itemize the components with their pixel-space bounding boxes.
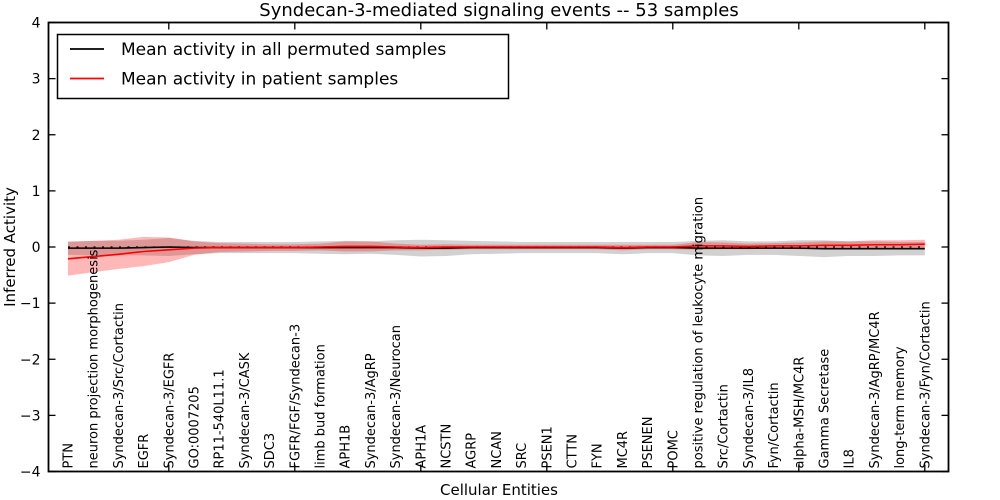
x-tick-label: NCSTN (440, 424, 455, 469)
mean-line-series-1 (67, 243, 925, 260)
x-tick-label: Syndecan-3/AgRP (364, 353, 379, 468)
y-tick-label: −1 (20, 296, 41, 312)
legend: Mean activity in all permuted samples Me… (56, 33, 510, 100)
x-tick-label: alpha-MSH/MC4R (792, 357, 807, 469)
x-tick-label: long-term memory (893, 346, 908, 468)
y-tick-label: 4 (32, 16, 41, 32)
x-tick-label: MC4R (616, 431, 631, 469)
x-tick-label: Syndecan-3/Src/Cortactin (112, 303, 127, 469)
y-tick-label: 2 (32, 128, 41, 144)
x-tick-label: IL8 (843, 449, 858, 468)
y-tick-label: 1 (32, 184, 41, 200)
x-tick-label: PSENEN (641, 417, 656, 469)
x-tick-label: PTN (62, 443, 77, 469)
x-tick-label: Gamma Secretase (818, 349, 833, 469)
x-tick-label: APH1A (414, 425, 429, 469)
x-axis-label: Cellular Entities (440, 481, 558, 499)
plot-area: −4 −3 −2 −1 0 1 2 3 4 PTN neuron projection morpho… (20, 16, 950, 481)
x-tick-label: CTTN (566, 434, 581, 468)
x-tick-label: Syndecan-3/Fyn/Cortactin (918, 301, 933, 468)
x-tick-label: AGRP (465, 433, 480, 469)
legend-label-patient-samples: Mean activity in patient samples (121, 70, 398, 90)
y-tick-label: −2 (20, 352, 41, 368)
y-tick-label: −4 (20, 465, 41, 481)
x-tick-label: NCAN (490, 431, 505, 468)
x-tick-label: limb bud formation (314, 344, 329, 468)
x-tick-label: Src/Cortactin (717, 384, 732, 468)
x-tick-label: EGFR (137, 434, 152, 469)
x-tick-label: Syndecan-3/CASK (238, 352, 253, 468)
x-tick-label: APH1B (339, 425, 354, 469)
x-tick-label: neuron projection morphogenesis (87, 249, 102, 468)
y-axis-label: Inferred Activity (1, 187, 19, 307)
y-tick-label: −3 (20, 408, 41, 424)
x-tick-label: FYN (591, 443, 606, 468)
x-tick-label: POMC (666, 430, 681, 468)
legend-label-permuted-samples: Mean activity in all permuted samples (121, 40, 446, 60)
x-tick-label: RP11-540L11.1 (213, 369, 228, 468)
x-tick-label: Syndecan-3/AgRP/MC4R (868, 311, 883, 468)
x-tick-label: SRC (515, 443, 530, 469)
x-tick-label: Syndecan-3/IL8 (742, 368, 757, 468)
x-tick-label: SDC3 (263, 433, 278, 469)
x-tick-label: PSEN1 (540, 426, 555, 468)
x-tick-label: Fyn/Cortactin (767, 382, 782, 468)
legend-box (56, 33, 510, 100)
y-tick-label: 3 (32, 72, 41, 88)
chart-title: Syndecan-3-mediated signaling events -- … (259, 0, 738, 21)
x-tick-label: Syndecan-3/EGFR (162, 353, 177, 469)
x-tick-label: FGFR/FGF/Syndecan-3 (288, 324, 303, 469)
x-tick-label: positive regulation of leukocyte migrati… (692, 197, 707, 469)
y-tick-label: 0 (32, 240, 41, 256)
x-tick-label: GO:0007205 (188, 386, 203, 468)
x-tick-label: Syndecan-3/Neurocan (389, 325, 404, 468)
